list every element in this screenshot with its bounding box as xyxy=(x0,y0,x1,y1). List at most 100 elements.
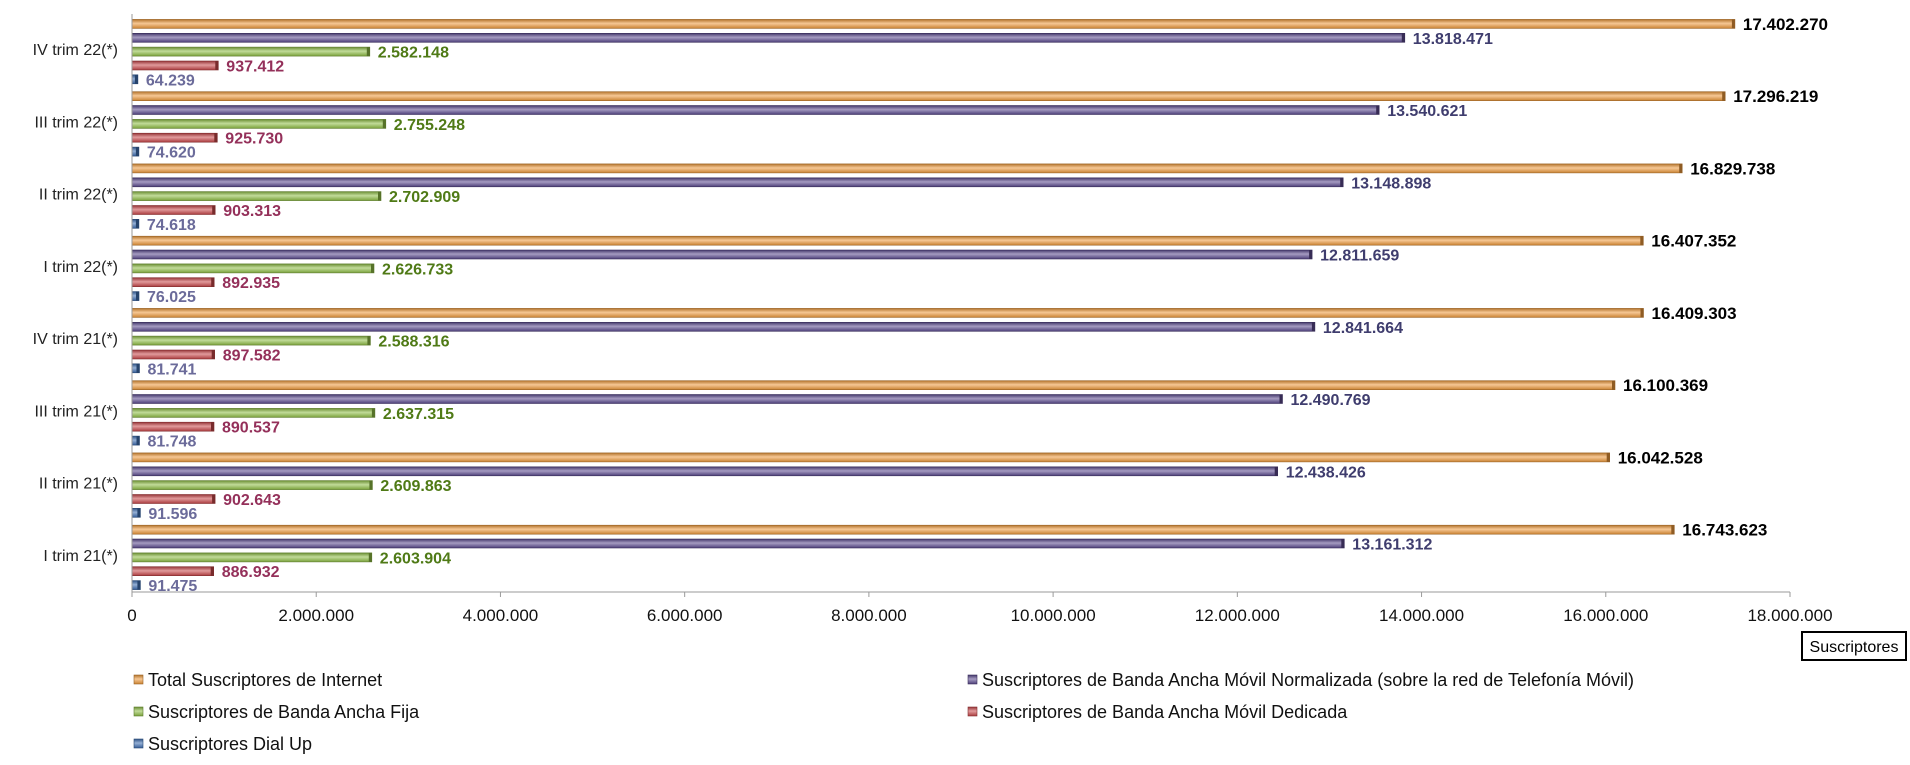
bar-end-cap xyxy=(135,147,139,157)
bar-end-cap xyxy=(1679,163,1683,173)
bar-end-cap xyxy=(368,552,372,562)
bar-end-cap xyxy=(366,47,370,57)
bar-fija-i-trim-21 xyxy=(131,552,373,563)
category-label: II trim 22(*) xyxy=(39,187,118,204)
data-label-normalizada: 13.148.898 xyxy=(1351,175,1431,192)
legend-label: Suscriptores de Banda Ancha Móvil Normal… xyxy=(982,670,1634,690)
bar-end-cap xyxy=(1311,322,1315,332)
x-tick-label: 0 xyxy=(127,606,136,625)
bar-total-i-trim-21 xyxy=(131,524,1675,535)
legend-swatch xyxy=(133,706,144,717)
bar-dedicada-iv-trim-21 xyxy=(131,349,215,360)
legend-swatch xyxy=(967,674,978,685)
data-label-dedicada: 903.313 xyxy=(223,203,281,220)
data-label-fija: 2.609.863 xyxy=(380,478,451,495)
data-label-total: 16.042.528 xyxy=(1618,448,1703,467)
data-label-total: 16.829.738 xyxy=(1690,159,1775,178)
plot-area: 91.475 886.932 2.603.904 13.161.312 16.743.6… xyxy=(131,15,1828,595)
bar-end-cap xyxy=(371,263,374,273)
bar-end-cap xyxy=(1640,236,1644,246)
bar-normalizada-iv-trim-22 xyxy=(131,32,1406,43)
x-tick-label: 8.000.000 xyxy=(831,606,907,625)
data-label-fija: 2.588.316 xyxy=(378,334,449,351)
legend-swatch xyxy=(133,738,144,749)
data-label-normalizada: 12.438.426 xyxy=(1286,464,1366,481)
legend-label: Total Suscriptores de Internet xyxy=(148,670,382,690)
bar-normalizada-iii-trim-22 xyxy=(131,105,1380,115)
data-label-fija: 2.637.315 xyxy=(383,406,454,423)
data-label-dialup: 74.620 xyxy=(147,145,196,162)
category-label: IV trim 22(*) xyxy=(33,42,118,59)
data-label-total: 16.407.352 xyxy=(1651,232,1736,251)
bar-fija-iii-trim-22 xyxy=(131,119,387,129)
bar-end-cap xyxy=(136,436,140,446)
bar-dedicada-iv-trim-22 xyxy=(131,60,219,71)
bar-end-cap xyxy=(367,336,371,346)
bar-end-cap xyxy=(137,580,141,590)
data-label-fija: 2.755.248 xyxy=(394,117,465,134)
bar-total-ii-trim-21 xyxy=(131,452,1610,463)
bar-end-cap xyxy=(382,119,386,129)
bar-end-cap xyxy=(211,350,215,359)
bar-end-cap xyxy=(1279,394,1283,404)
data-label-total: 16.100.369 xyxy=(1623,376,1708,395)
data-label-normalizada: 12.841.664 xyxy=(1323,320,1403,337)
category-label: III trim 21(*) xyxy=(34,403,118,420)
x-tick-label: 10.000.000 xyxy=(1011,606,1096,625)
legend-item-total: Total Suscriptores de Internet xyxy=(133,670,382,690)
bar-dedicada-ii-trim-21 xyxy=(131,494,216,504)
legend-label: Suscriptores de Banda Ancha Móvil Dedica… xyxy=(982,702,1348,722)
bar-end-cap xyxy=(1640,308,1644,318)
bar-normalizada-i-trim-22 xyxy=(131,249,1313,260)
data-label-dialup: 74.618 xyxy=(147,217,196,234)
data-label-normalizada: 12.811.659 xyxy=(1320,248,1399,265)
data-label-dedicada: 925.730 xyxy=(225,131,283,148)
bar-normalizada-iii-trim-21 xyxy=(131,394,1283,404)
bar-end-cap xyxy=(211,422,214,432)
bar-end-cap xyxy=(1606,452,1610,462)
bar-end-cap xyxy=(214,133,218,143)
bar-end-cap xyxy=(212,205,216,215)
bar-fija-ii-trim-21 xyxy=(131,480,373,490)
bar-dedicada-i-trim-22 xyxy=(131,277,215,288)
bar-end-cap xyxy=(1376,105,1380,115)
data-label-normalizada: 13.818.471 xyxy=(1413,31,1493,48)
bar-normalizada-ii-trim-22 xyxy=(131,177,1344,188)
data-label-dialup: 76.025 xyxy=(147,289,196,306)
bar-end-cap xyxy=(1671,525,1675,535)
legend-swatch xyxy=(967,706,978,717)
x-axis-title-box xyxy=(1801,631,1907,661)
bar-end-cap xyxy=(136,291,139,301)
bar-end-cap xyxy=(1731,19,1735,29)
data-label-normalizada: 13.161.312 xyxy=(1352,537,1432,554)
x-axis: 0 2.000.000 4.000.000 6.000.000 8.000.000 10.… xyxy=(127,14,1907,661)
legend-item-dedicada: Suscriptores de Banda Ancha Móvil Dedica… xyxy=(967,702,1348,722)
bar-dedicada-ii-trim-22 xyxy=(131,205,216,215)
bar-end-cap xyxy=(1401,33,1405,43)
data-label-total: 17.296.219 xyxy=(1733,87,1818,106)
data-label-total: 16.409.303 xyxy=(1652,304,1737,323)
bar-end-cap xyxy=(1309,250,1313,259)
data-label-dialup: 91.596 xyxy=(148,506,197,523)
bar-total-ii-trim-22 xyxy=(131,163,1683,174)
bar-fija-i-trim-22 xyxy=(131,263,375,274)
x-tick-label: 16.000.000 xyxy=(1563,606,1648,625)
data-label-fija: 2.702.909 xyxy=(389,189,460,206)
bar-end-cap xyxy=(1341,539,1345,548)
bar-normalizada-iv-trim-21 xyxy=(131,321,1316,332)
data-label-dedicada: 902.643 xyxy=(223,492,281,509)
data-label-dialup: 81.741 xyxy=(148,361,197,378)
bar-fija-ii-trim-22 xyxy=(131,191,382,201)
x-tick-label: 4.000.000 xyxy=(463,606,539,625)
legend-item-dialup: Suscriptores Dial Up xyxy=(133,734,312,754)
bar-end-cap xyxy=(215,61,219,70)
data-label-fija: 2.603.904 xyxy=(380,550,451,567)
bar-end-cap xyxy=(212,494,216,504)
bar-dedicada-i-trim-21 xyxy=(131,566,214,577)
legend: Total Suscriptores de Internet Suscriptor… xyxy=(133,670,1634,754)
category-label: I trim 22(*) xyxy=(43,259,118,276)
bar-total-iv-trim-22 xyxy=(131,19,1736,29)
bar-total-i-trim-22 xyxy=(131,235,1644,246)
x-axis-title: Suscriptores xyxy=(1801,631,1907,661)
